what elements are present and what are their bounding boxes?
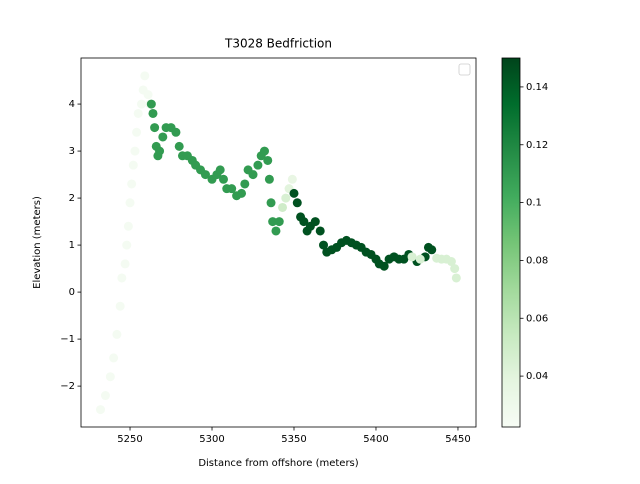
scatter-point [268, 217, 278, 227]
y-tick-label: 0 [69, 287, 75, 298]
scatter-point [115, 301, 125, 311]
scatter-point [105, 372, 115, 382]
y-axis-label: Elevation (meters) [32, 196, 43, 289]
colorbar-tick-label: 0.04 [526, 371, 548, 382]
scatter-point [240, 179, 250, 189]
scatter-point [171, 127, 181, 137]
scatter-point [128, 160, 138, 170]
y-tick-label: 2 [69, 193, 75, 204]
scatter-point [292, 198, 302, 208]
chart-title: T3028 Bedfriction [224, 37, 332, 51]
x-tick-label: 5450 [445, 434, 470, 445]
scatter-point [174, 141, 184, 151]
scatter-point [130, 146, 140, 156]
scatter-point [120, 259, 130, 269]
axes-frame [80, 57, 477, 428]
scatter-point [266, 198, 276, 208]
scatter-point [278, 202, 288, 212]
scatter-point [379, 261, 389, 271]
x-axis-label: Distance from offshore (meters) [198, 458, 358, 469]
y-tick-label: 4 [69, 99, 75, 110]
plot-area [96, 71, 461, 415]
x-tick-label: 5300 [199, 434, 224, 445]
y-tick-label: 3 [69, 146, 75, 157]
colorbar [501, 57, 521, 428]
x-tick-label: 5250 [117, 434, 142, 445]
x-tick-label: 5400 [363, 434, 388, 445]
scatter-point [218, 174, 228, 184]
scatter-point [96, 405, 106, 415]
scatter-point [407, 252, 417, 262]
scatter-point [133, 108, 143, 118]
scatter-point [259, 146, 269, 156]
scatter-point [271, 226, 281, 236]
scatter-point [451, 273, 461, 283]
scatter-point [146, 99, 156, 109]
scatter-point [112, 329, 122, 339]
scatter-point [446, 257, 456, 267]
scatter-point [263, 155, 273, 165]
scatter-point [150, 123, 160, 133]
colorbar-tick-label: 0.1 [526, 198, 542, 209]
scatter-point [274, 217, 284, 227]
scatter-point [287, 174, 297, 184]
scatter-point [248, 170, 258, 180]
colorbar-tick-label: 0.06 [526, 313, 548, 324]
scatter-point [315, 226, 325, 236]
legend [458, 63, 471, 76]
scatter-point [127, 179, 137, 189]
scatter-point [264, 174, 274, 184]
colorbar-tick-label: 0.14 [526, 82, 548, 93]
y-tick-label: −1 [60, 334, 75, 345]
scatter-point [132, 127, 142, 137]
scatter-point [215, 165, 225, 175]
x-tick-label: 5350 [281, 434, 306, 445]
scatter-point [137, 99, 147, 109]
scatter-point [415, 254, 425, 264]
scatter-point [227, 184, 237, 194]
scatter-point [237, 188, 247, 198]
scatter-point [200, 170, 210, 180]
scatter-point [310, 217, 320, 227]
scatter-point [148, 108, 158, 118]
scatter-point [140, 71, 150, 81]
scatter-point [253, 160, 263, 170]
scatter-point [289, 188, 299, 198]
scatter-point [125, 198, 135, 208]
scatter-point [450, 264, 460, 274]
scatter-point [100, 391, 110, 401]
colorbar-tick-label: 0.12 [526, 140, 548, 151]
y-tick-label: 1 [69, 240, 75, 251]
scatter-point [122, 240, 132, 250]
scatter-point [281, 193, 291, 203]
scatter-point [109, 353, 119, 363]
scatter-point [319, 240, 329, 250]
scatter-point [117, 273, 127, 283]
scatter-point [158, 132, 168, 142]
colorbar-tick-label: 0.08 [526, 255, 548, 266]
scatter-point [143, 90, 153, 100]
scatter-point [299, 217, 309, 227]
scatter-point [123, 221, 133, 231]
scatter-point [155, 146, 165, 156]
y-tick-label: −2 [60, 381, 75, 392]
scatter-point [427, 245, 437, 255]
